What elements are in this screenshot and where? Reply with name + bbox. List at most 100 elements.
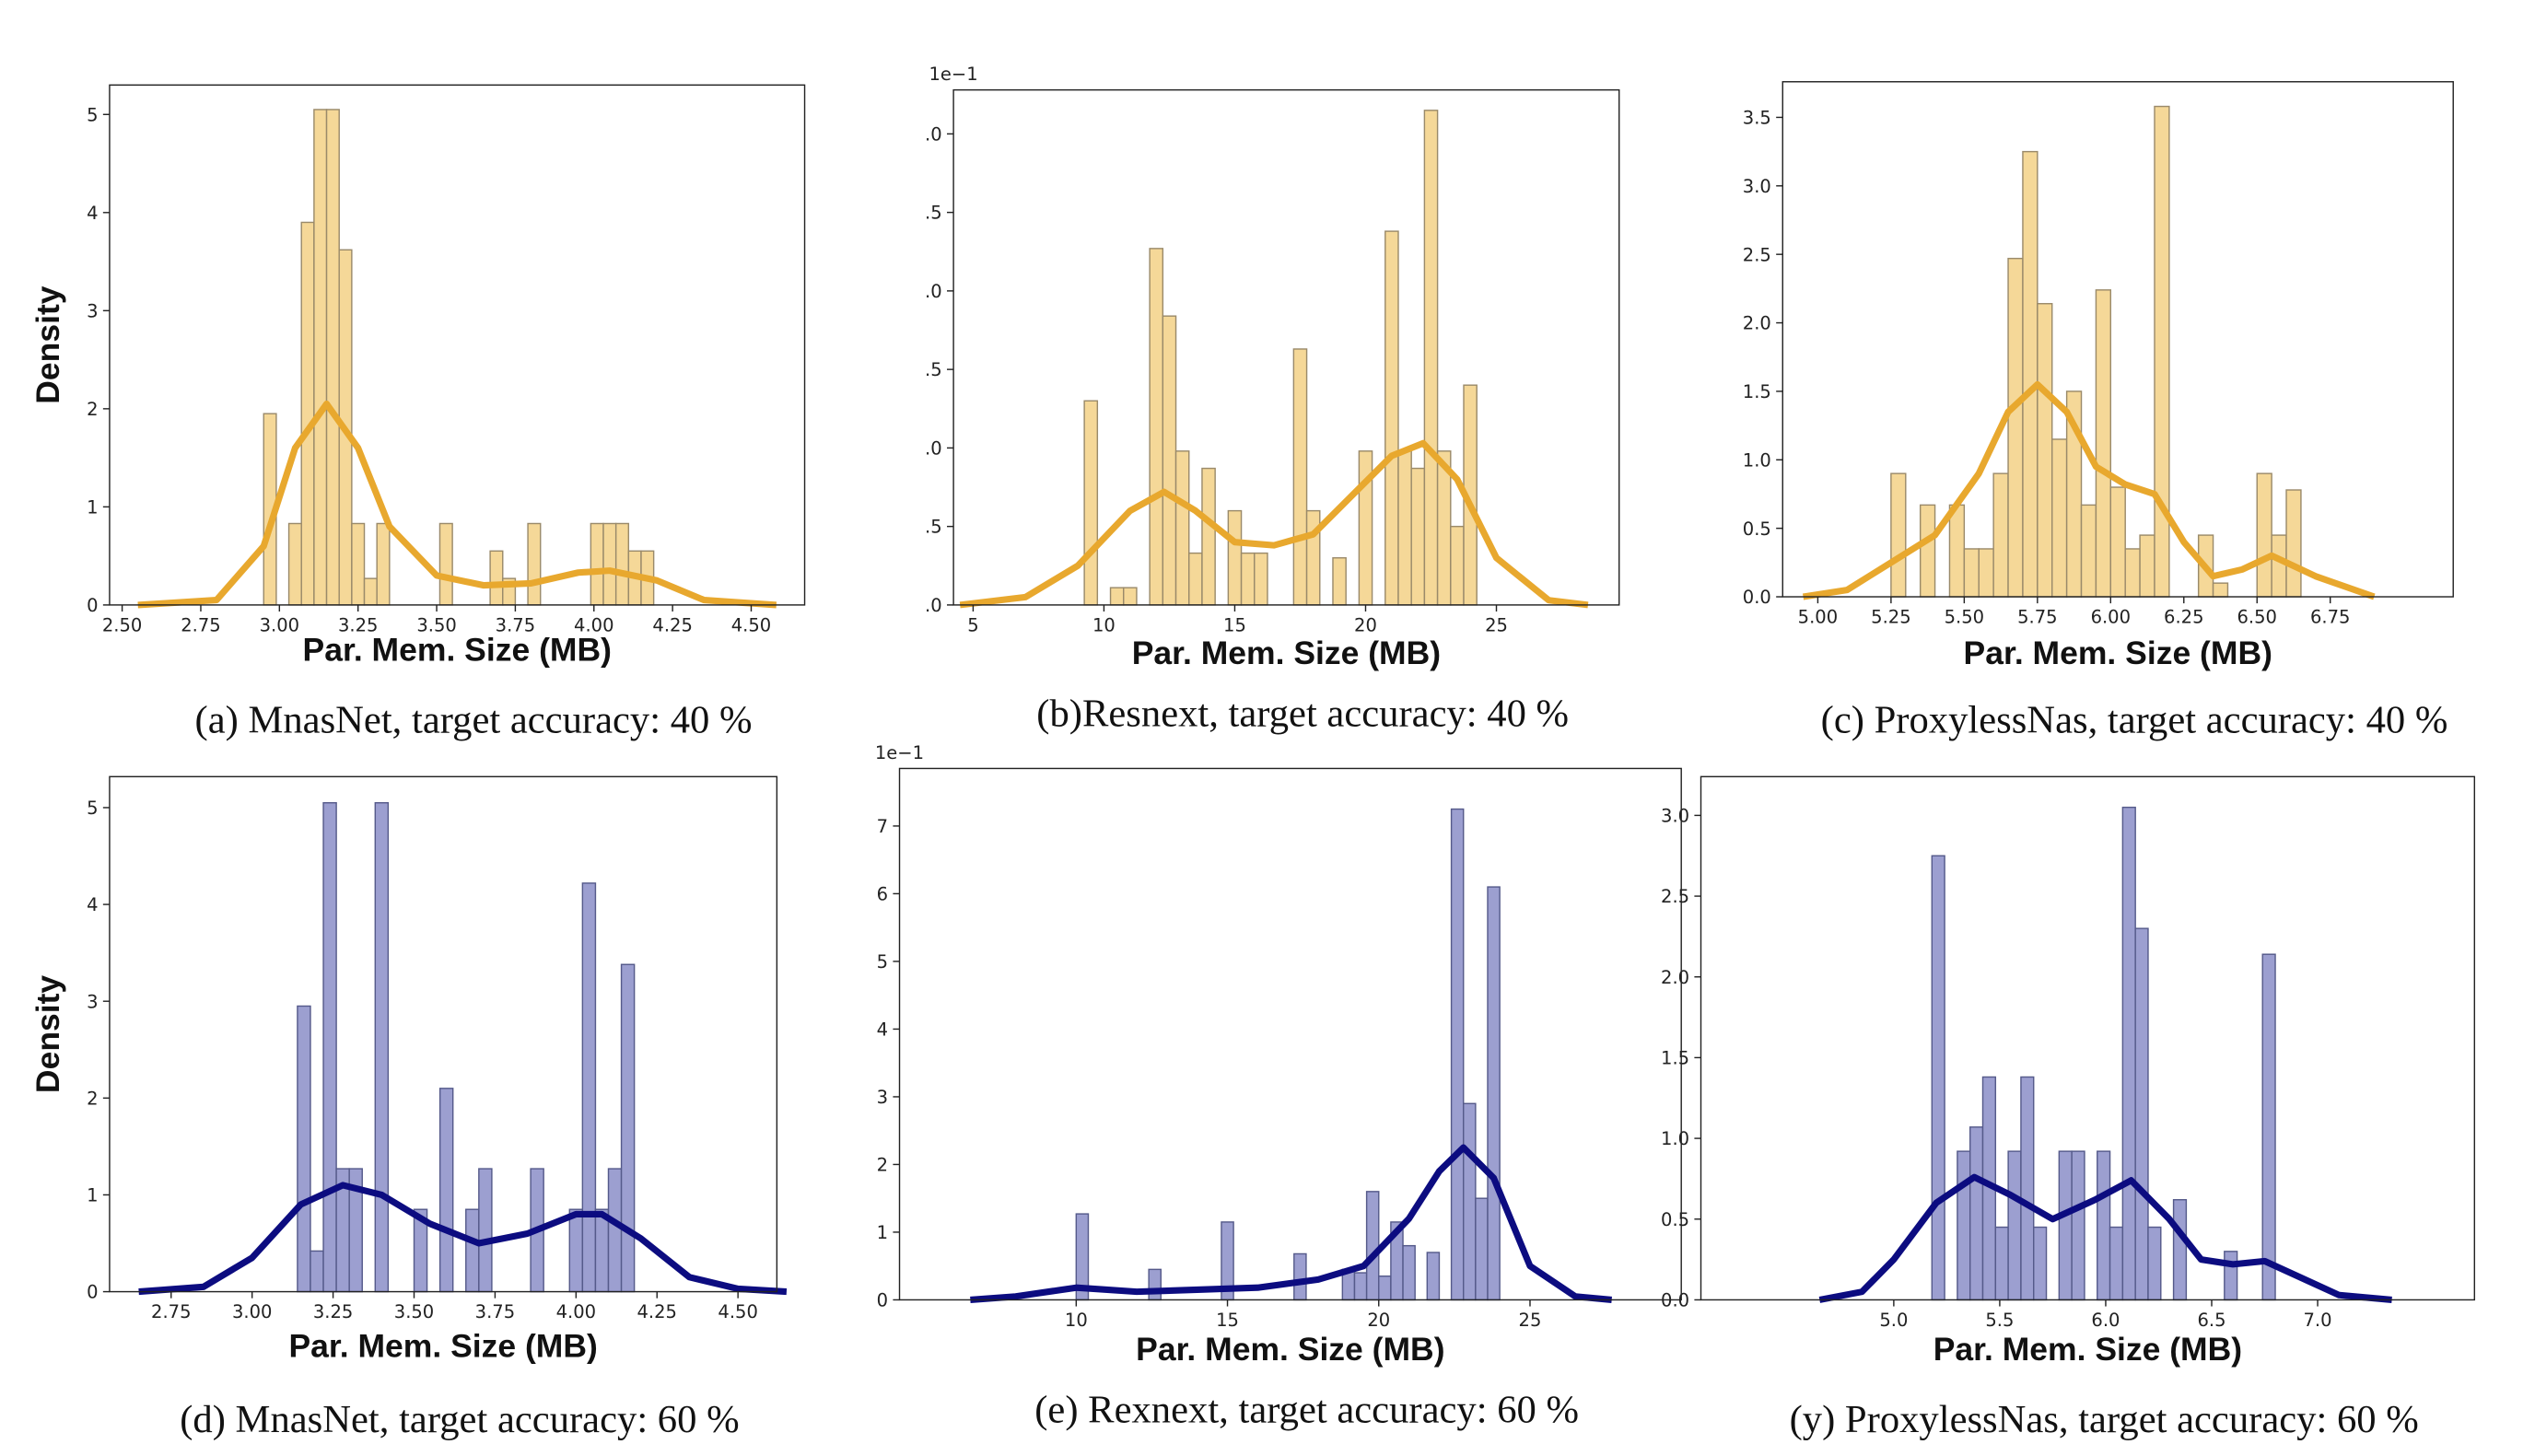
y-tick-label: 1.0	[1743, 449, 1771, 471]
caption: (b)Resnext, target accuracy: 40 %	[1036, 692, 1569, 735]
y-tick-label: 0	[877, 1290, 888, 1311]
plot-frame	[1782, 81, 2454, 598]
x-tick-label: 4.25	[652, 614, 692, 635]
bar	[1475, 1197, 1489, 1301]
y-tick-label: 2	[87, 399, 98, 420]
x-tick-label: 3.25	[338, 614, 378, 635]
y-tick-label: .5	[925, 203, 942, 224]
bar	[325, 109, 340, 606]
x-tick-label: 2.50	[102, 614, 142, 635]
x-tick-label: 3.25	[313, 1301, 353, 1322]
y-tick-label: 3.5	[1743, 108, 1771, 129]
caption: (y) ProxylessNas, target accuracy: 60 %	[1790, 1398, 2419, 1441]
y-tick-label: 0.0	[1743, 587, 1771, 608]
bar	[1254, 552, 1268, 606]
bar	[614, 522, 630, 606]
y-tick-label: 3.0	[1661, 806, 1689, 827]
bar	[2139, 534, 2155, 598]
bar	[1426, 1252, 1441, 1301]
x-axis-label: Par. Mem. Size (MB)	[303, 631, 612, 668]
y-tick-label: 1	[87, 496, 98, 518]
x-tick-label: 3.00	[232, 1301, 272, 1322]
bar	[1992, 472, 2009, 598]
bar	[594, 1208, 610, 1293]
bar	[2109, 486, 2126, 598]
x-tick-label: 20	[1354, 614, 1377, 635]
x-axis-label: Par. Mem. Size (MB)	[288, 1328, 597, 1365]
x-tick-label: 10	[1092, 614, 1116, 635]
x-tick-label: 3.50	[416, 614, 456, 635]
bar	[1378, 1275, 1392, 1301]
bar	[1292, 348, 1308, 606]
bar	[1957, 1150, 1971, 1301]
bar	[2080, 504, 2097, 598]
bar	[1994, 1226, 2009, 1301]
y-tick-label: 4	[87, 894, 98, 915]
y-tick-label: 2.0	[1661, 967, 1689, 988]
plot-frame	[1700, 775, 2476, 1301]
bar	[1227, 509, 1243, 606]
x-tick-label: 5.0	[1879, 1310, 1908, 1331]
bar	[1240, 552, 1256, 606]
bar	[607, 1168, 623, 1293]
y-tick-label: .0	[925, 281, 942, 302]
x-tick-label: 5.5	[1985, 1310, 2014, 1331]
bar	[1149, 248, 1164, 606]
y-tick-label: 7	[877, 816, 888, 837]
y-tick-label: 2.0	[1743, 313, 1771, 334]
bar	[2033, 1226, 2048, 1301]
plot-frame	[109, 775, 778, 1293]
x-tick-label: 5.50	[1945, 606, 1984, 627]
caption: (c) ProxylessNas, target accuracy: 40 %	[1821, 698, 2448, 741]
x-tick-label: 2.75	[181, 614, 220, 635]
y-tick-label: 1.5	[1661, 1048, 1689, 1069]
x-tick-label: 3.50	[394, 1301, 434, 1322]
y-tick-label: .0	[925, 123, 942, 145]
plot-frame	[952, 88, 1620, 606]
bar	[2256, 472, 2272, 598]
y-tick-label: 3	[87, 300, 98, 321]
x-tick-label: 15	[1216, 1310, 1239, 1331]
bar	[2020, 1076, 2035, 1301]
y-tick-label: 1.5	[1743, 381, 1771, 402]
bar	[1083, 400, 1099, 606]
y-tick-label: 1	[877, 1222, 888, 1243]
bar	[568, 1208, 584, 1293]
bar	[1948, 504, 1966, 598]
bar	[1174, 450, 1190, 606]
bar	[1162, 315, 1177, 606]
bar	[1293, 1252, 1307, 1301]
kde-curve	[137, 400, 777, 609]
x-tick-label: 3.00	[260, 614, 299, 635]
y-tick-label: 5	[877, 951, 888, 973]
bar	[1123, 587, 1138, 606]
y-tick-label: .5	[925, 359, 942, 380]
bar	[1332, 557, 1347, 606]
x-tick-label: 4.00	[556, 1301, 596, 1322]
bar	[1919, 504, 1936, 598]
y-tick-label: .0	[925, 437, 942, 459]
x-tick-label: 6.0	[2091, 1310, 2120, 1331]
bar	[2121, 806, 2136, 1301]
bar	[1201, 467, 1216, 606]
bar	[1963, 548, 1980, 598]
bar	[2097, 1150, 2111, 1301]
y-tick-label: 1	[87, 1185, 98, 1206]
bar	[351, 522, 366, 606]
bar	[527, 522, 542, 606]
bar	[1890, 472, 1907, 598]
x-tick-label: 6.5	[2197, 1310, 2225, 1331]
bar	[1402, 1244, 1416, 1301]
x-tick-label: 5.75	[2017, 606, 2057, 627]
x-tick-label: 10	[1065, 1310, 1088, 1331]
x-tick-label: 15	[1223, 614, 1246, 635]
caption: (a) MnasNet, target accuracy: 40 %	[195, 698, 753, 741]
bar	[1353, 1272, 1368, 1301]
bar	[2172, 1199, 2188, 1301]
bar	[2058, 1150, 2073, 1301]
bar	[300, 221, 315, 606]
x-axis-label: Par. Mem. Size (MB)	[1933, 1331, 2242, 1368]
bar	[297, 1005, 311, 1293]
